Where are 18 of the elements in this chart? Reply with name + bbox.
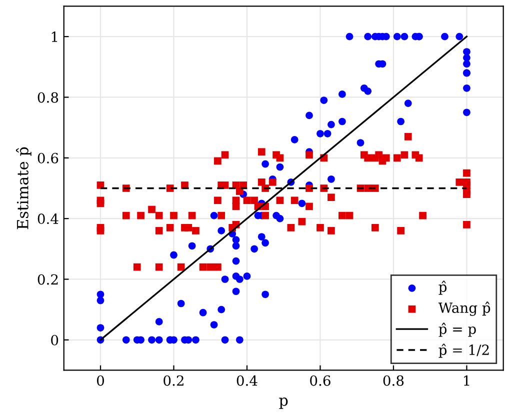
- y-tick-label: 0.8: [38, 92, 58, 103]
- y-tick-label: 0.6: [38, 152, 58, 164]
- x-tick-label: 0.2: [164, 375, 184, 386]
- y-tick-label: 1: [52, 32, 58, 42]
- x-axis-title: p: [279, 398, 288, 409]
- x-tick-label: 0.4: [236, 375, 258, 386]
- legend-label: p̂ = 1/2: [438, 344, 489, 358]
- y-tick-label: 0.4: [38, 214, 58, 224]
- legend-label: p̂: [438, 280, 447, 295]
- legend-label: Wang p̂: [438, 302, 490, 316]
- y-axis-title: Estimate p̂: [16, 147, 32, 230]
- legend-label: p̂ = p: [438, 322, 476, 337]
- x-tick-label: 0: [96, 375, 104, 386]
- y-tick-label: 0.2: [38, 274, 58, 285]
- x-tick-label: 1: [464, 375, 470, 386]
- x-tick-label: 0.8: [383, 375, 404, 386]
- x-tick-label: 0.6: [310, 375, 330, 386]
- y-tick-label: 0: [51, 334, 58, 346]
